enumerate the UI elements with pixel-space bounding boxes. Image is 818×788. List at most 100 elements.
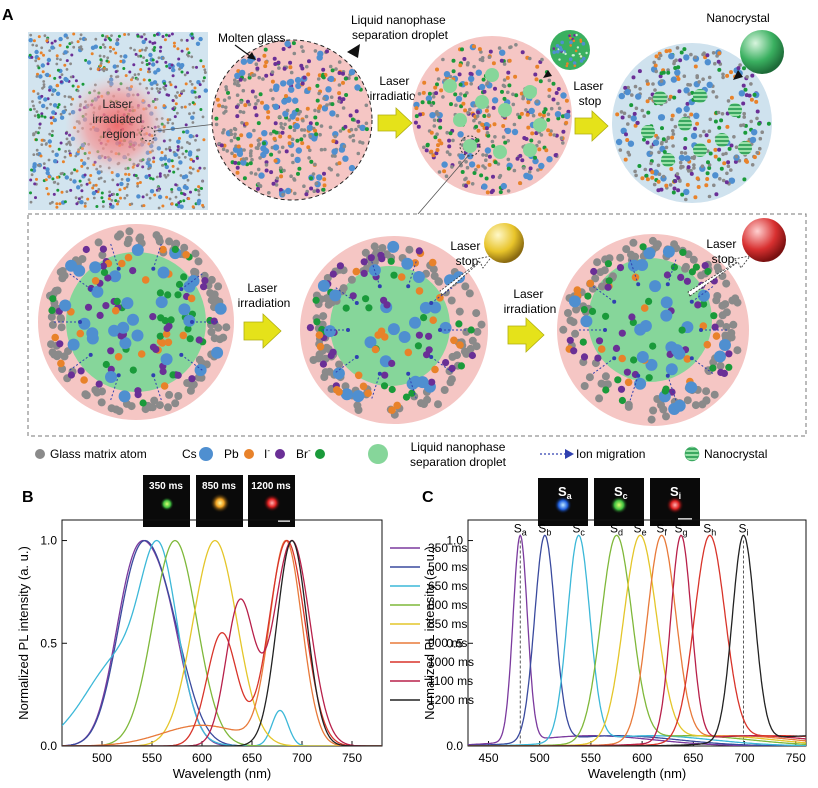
chart-b: 500 550 600 650 700 750 0.0 0.5 1.0 Wavelength (n… — [16, 519, 474, 781]
inset-images-b: 350 ms 850 ms 1200 ms — [143, 475, 295, 527]
laser-irradiation-arrow-top: Laser irradiation — [370, 74, 423, 139]
inset-c-sa: Sa — [558, 484, 573, 501]
nanocrystal-label: Nanocrystal — [706, 11, 769, 25]
inset-c-si: Si — [670, 484, 681, 501]
peak-label-Se: Se — [634, 522, 647, 538]
svg-text:Laser stop: Laser stop — [450, 239, 483, 268]
legend-label: 350 ms — [428, 541, 467, 555]
inset-b-850: 850 ms — [202, 481, 236, 492]
legend-label: 1000 ms — [428, 655, 474, 669]
svg-text:Laser stop: Laser stop — [706, 237, 739, 266]
legend-glass: Glass matrix atom — [50, 447, 147, 461]
detail-box — [27, 213, 807, 437]
x-tick-label: 700 — [292, 751, 312, 765]
laser-region-label: Laser irradiated region — [92, 97, 145, 141]
inset-images-c: Sa Sc Si — [538, 478, 700, 526]
x-tick-label: 750 — [342, 751, 362, 765]
peak-label-Sf: Sf — [656, 522, 667, 538]
legend-cs: Cs — [182, 447, 197, 461]
series-line-850-ms — [62, 539, 382, 746]
x-tick-label: 600 — [632, 751, 652, 765]
svg-text:Laser irradiation: Laser irradiation — [504, 287, 557, 316]
series-line-Sa — [468, 534, 806, 746]
x-tick-label: 650 — [683, 751, 703, 765]
peak-label-Sh: Sh — [703, 522, 716, 538]
liquid-droplet-label: Liquid nanophase separation droplet — [351, 13, 449, 42]
x-tick-label: 500 — [92, 751, 112, 765]
panel-a-label: A — [2, 7, 14, 24]
peak-label-Sd: Sd — [610, 522, 623, 538]
series-line-800-ms — [62, 539, 382, 746]
series-line-Sf — [468, 534, 806, 746]
plot-frame — [467, 519, 807, 747]
legend-label: 900 ms — [428, 636, 467, 650]
legend-label: 850 ms — [428, 617, 467, 631]
y-tick-label: 1.0 — [40, 534, 57, 548]
laser-stop-b2: Laser stop — [687, 218, 786, 297]
series-line-350-ms — [62, 539, 382, 746]
panel-c-label: C — [422, 489, 434, 506]
legend-ion-migration: Ion migration — [576, 447, 645, 461]
x-tick-label: 700 — [735, 751, 755, 765]
y-axis-label: Normalized PL intensity (a. u.) — [16, 546, 31, 720]
y-tick-label: 0.5 — [446, 636, 463, 650]
peak-label-Sc: Sc — [572, 522, 585, 538]
schematic-legend: Glass matrix atom Cs Pb I- Br- Liquid na… — [35, 440, 767, 469]
y-axis-label: Normalized PL intensity (a. u.) — [422, 546, 437, 720]
series-line-Se — [468, 534, 806, 746]
svg-text:Laser irradiation: Laser irradiation — [238, 281, 291, 310]
small-droplet-sphere — [543, 30, 590, 78]
x-tick-label: 550 — [581, 751, 601, 765]
series-line-1100-ms — [62, 539, 382, 746]
series-line-Sd — [468, 534, 806, 746]
x-tick-label: 450 — [478, 751, 498, 765]
series-line-Sh — [468, 534, 806, 746]
panel-b-label: B — [22, 489, 34, 506]
x-tick-label: 650 — [242, 751, 262, 765]
detail-circle-2 — [300, 236, 488, 424]
laser-stop-arrow-top: Laser stop — [573, 79, 609, 142]
legend-label: 800 ms — [428, 598, 467, 612]
legend-label: 650 ms — [428, 579, 467, 593]
glass-matrix-square: Laser irradiated region — [28, 31, 208, 210]
laser-irradiation-arrow-b1: Laser irradiation — [238, 281, 291, 349]
x-tick-label: 600 — [192, 751, 212, 765]
series-line-Si — [468, 534, 806, 746]
nanocrystal-circle — [612, 43, 772, 203]
series-line-Sb — [468, 534, 806, 746]
peak-label-Sg: Sg — [675, 522, 688, 538]
laser-stop-b1: Laser stop — [439, 223, 524, 296]
x-tick-label: 550 — [142, 751, 162, 765]
series-line-1000-ms — [62, 539, 382, 746]
legend-br: Br- — [296, 446, 311, 461]
x-tick-label: 500 — [530, 751, 550, 765]
inset-c-sc: Sc — [614, 484, 628, 501]
legend-nanocrystal: Nanocrystal — [704, 447, 767, 461]
y-tick-label: 0.0 — [40, 739, 57, 753]
chart-c: 450 500 550 600 650 700 750 0.0 0.5 1.0 Wavelength… — [422, 519, 807, 781]
svg-text:Laser irradiation: Laser irradiation — [370, 74, 423, 103]
peak-label-Sa: Sa — [514, 522, 527, 538]
x-tick-label: 750 — [786, 751, 806, 765]
legend-i: I- — [264, 446, 270, 461]
y-tick-label: 0.5 — [40, 636, 57, 650]
inset-b-350: 350 ms — [149, 481, 183, 492]
legend-label: 1200 ms — [428, 693, 474, 707]
molten-glass-label: Molten glass — [218, 31, 285, 45]
laser-irradiation-arrow-b2: Laser irradiation — [504, 287, 557, 353]
series-line-Sg — [468, 534, 806, 746]
series-line-1200-ms — [62, 539, 382, 746]
y-tick-label: 1.0 — [446, 534, 463, 548]
series-line-Sc — [468, 534, 806, 746]
inset-b-1200: 1200 ms — [251, 481, 291, 492]
peak-label-Si: Si — [739, 522, 749, 538]
legend-label: 500 ms — [428, 560, 467, 574]
svg-text:Laser stop: Laser stop — [573, 79, 606, 108]
x-axis-label: Wavelength (nm) — [173, 766, 272, 781]
x-axis-label: Wavelength (nm) — [588, 766, 687, 781]
legend-droplet: Liquid nanophase separation droplet — [410, 440, 507, 469]
legend-pb: Pb — [224, 447, 239, 461]
detail-circle-1 — [38, 224, 234, 420]
peak-label-Sb: Sb — [538, 522, 551, 538]
